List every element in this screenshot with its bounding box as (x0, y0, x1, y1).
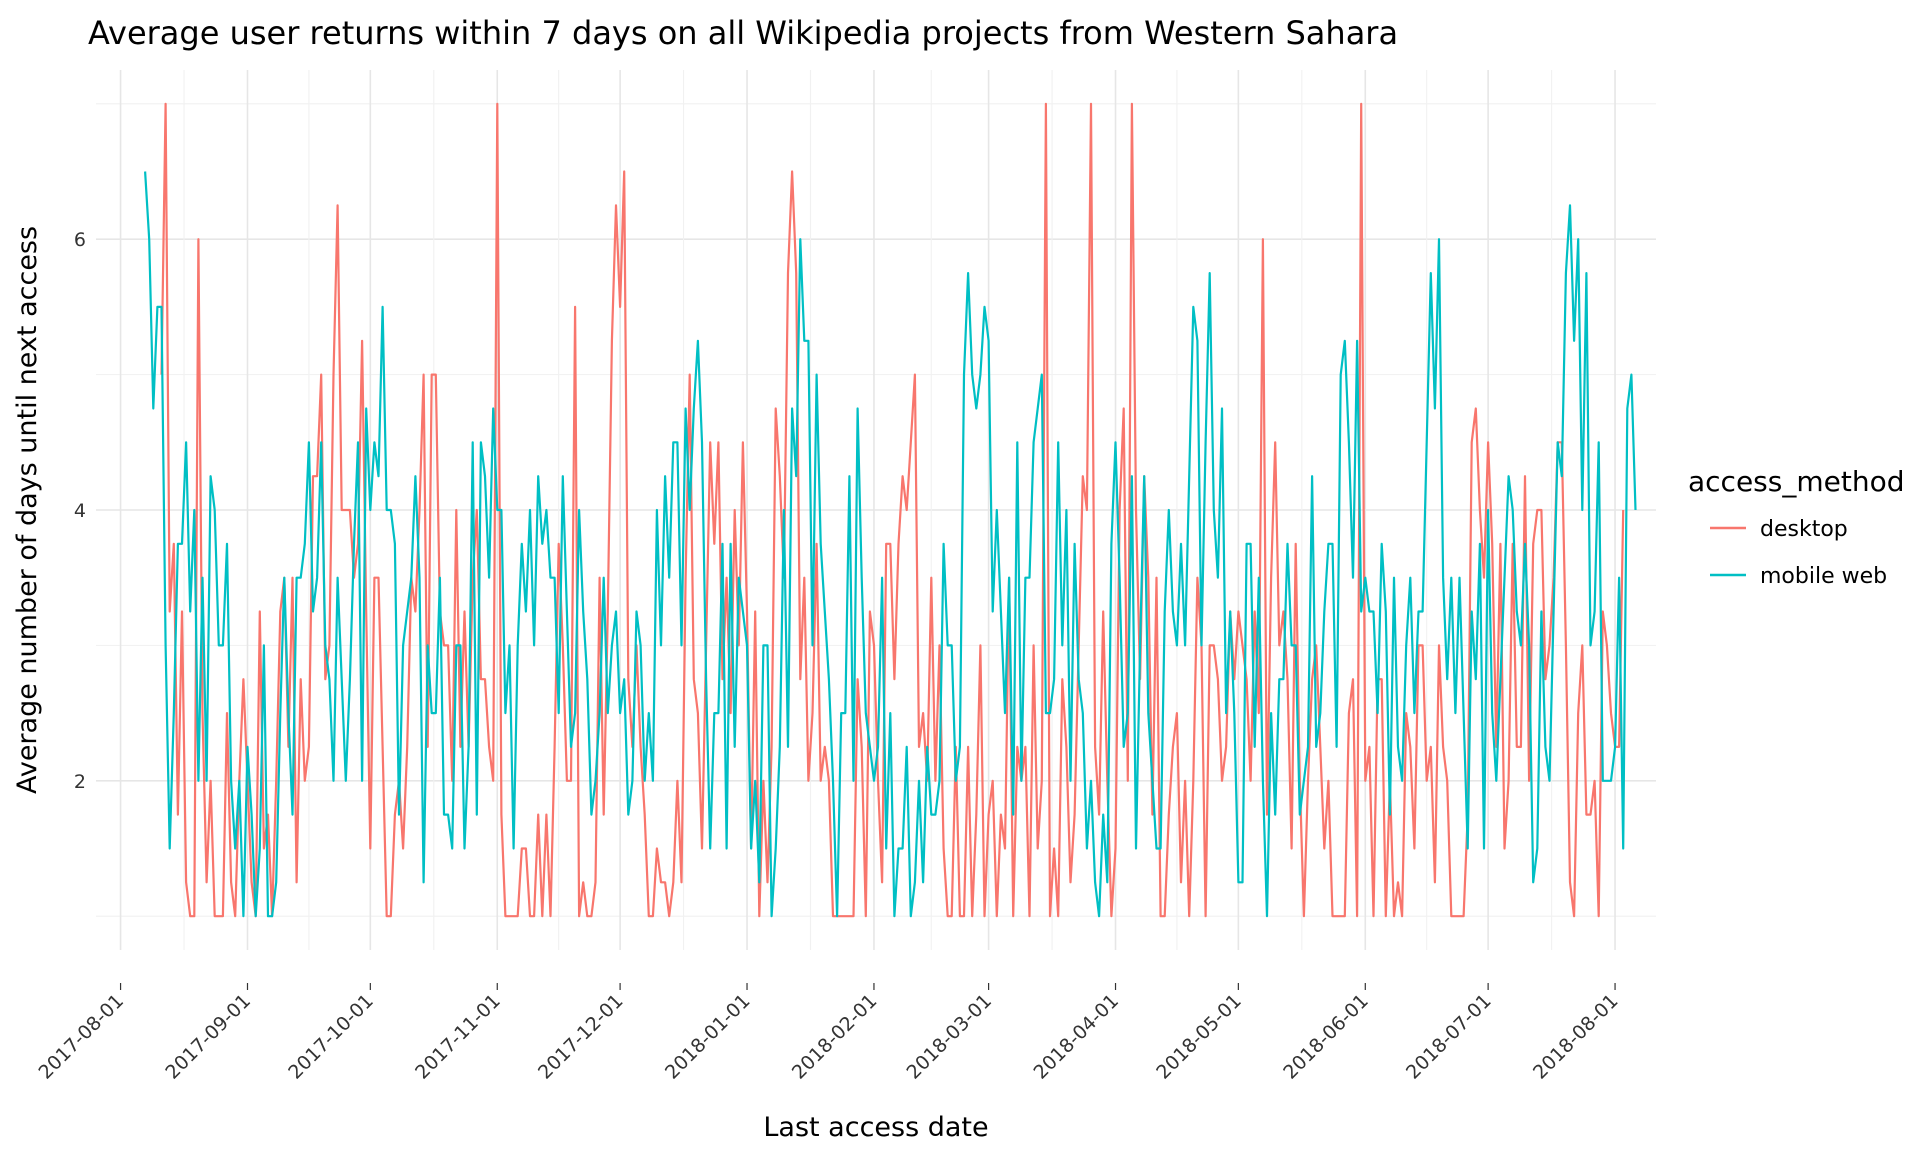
x-tick-label: 2017-12-01 (534, 990, 628, 1084)
y-axis: 2 4 6 (74, 229, 86, 793)
plot-area (96, 70, 1656, 950)
legend-title: access_method (1688, 465, 1904, 498)
x-tick-label: 2017-10-01 (284, 990, 378, 1084)
legend-item: mobile web (1710, 564, 1887, 589)
x-tick-label: 2018-03-01 (902, 990, 996, 1084)
legend-item: desktop (1710, 517, 1848, 542)
x-tick-label: 2018-01-01 (661, 990, 755, 1084)
x-tick-label: 2018-07-01 (1402, 990, 1496, 1084)
x-tick-label: 2018-04-01 (1029, 990, 1123, 1084)
y-tick-label: 2 (74, 771, 86, 793)
x-tick-label: 2018-05-01 (1152, 990, 1246, 1084)
x-axis: 2017-08-01 2017-09-01 2017-10-01 2017-11-01… (34, 983, 1623, 1084)
y-axis-title: Average number of days until next access (12, 226, 43, 794)
x-axis-title: Last access date (763, 1112, 988, 1143)
legend-items: desktop mobile web (1710, 517, 1887, 589)
x-tick-label: 2017-08-01 (34, 990, 128, 1084)
x-tick-label: 2018-08-01 (1529, 990, 1623, 1084)
x-tick-label: 2018-02-01 (788, 990, 882, 1084)
legend: access_method desktop mobile web (1688, 465, 1904, 589)
series-line-mobile-web (144, 171, 1637, 918)
legend-label: desktop (1760, 517, 1848, 542)
x-tick-label: 2017-09-01 (161, 990, 255, 1084)
legend-label: mobile web (1760, 564, 1887, 589)
x-tick-label: 2018-06-01 (1279, 990, 1373, 1084)
series-lines (144, 102, 1637, 918)
series-line-desktop (160, 102, 1625, 918)
chart-title: Average user returns within 7 days on al… (88, 14, 1398, 52)
y-tick-label: 4 (74, 500, 86, 522)
grid-lines (96, 70, 1656, 950)
y-tick-label: 6 (74, 229, 86, 251)
x-tick-label: 2017-11-01 (411, 990, 505, 1084)
